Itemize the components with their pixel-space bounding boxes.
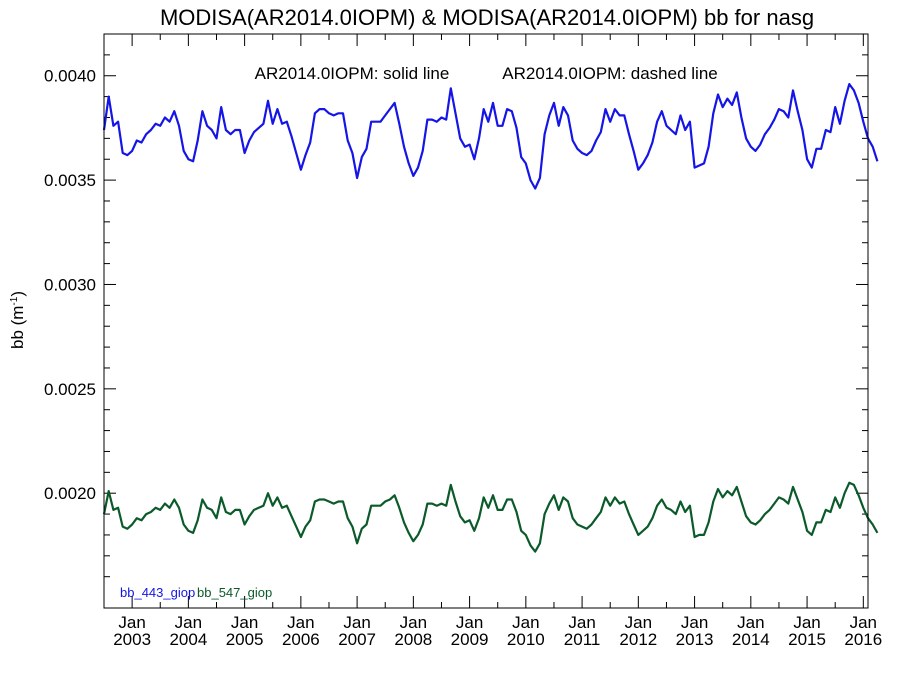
plot-frame — [103, 33, 869, 609]
axis-ticks: 0.00200.00250.00300.00350.0040Jan2003Jan… — [44, 34, 882, 649]
y-tick-label: 0.0030 — [44, 275, 96, 294]
x-tick-label-month: Jan — [512, 613, 539, 632]
y-axis-label-text: bb (m — [8, 306, 27, 349]
x-tick-label-month: Jan — [850, 613, 877, 632]
y-tick-label: 0.0020 — [44, 484, 96, 503]
x-tick-label-month: Jan — [118, 613, 145, 632]
y-tick-label: 0.0025 — [44, 380, 96, 399]
x-tick-label-month: Jan — [343, 613, 370, 632]
x-tick-label-year: 2007 — [338, 630, 376, 649]
x-tick-label-month: Jan — [400, 613, 427, 632]
x-tick-label-year: 2009 — [451, 630, 489, 649]
y-tick-label: 0.0040 — [44, 67, 96, 86]
y-axis-label-close: ) — [8, 291, 27, 297]
x-tick-label-year: 2012 — [619, 630, 657, 649]
x-tick-label-year: 2016 — [844, 630, 882, 649]
legend-label-bb-443: bb_443_giop — [120, 585, 195, 600]
chart-title: MODISA(AR2014.0IOPM) & MODISA(AR2014.0IO… — [160, 5, 814, 30]
annotation-solid-line: AR2014.0IOPM: solid line — [255, 64, 450, 83]
x-tick-label-month: Jan — [737, 613, 764, 632]
x-tick-label-month: Jan — [793, 613, 820, 632]
series-line-bb-547-giop — [102, 481, 879, 553]
x-tick-label-month: Jan — [231, 613, 258, 632]
x-tick-label-year: 2010 — [507, 630, 545, 649]
x-tick-label-month: Jan — [625, 613, 652, 632]
legend-label-bb-547: bb_547_giop — [197, 585, 272, 600]
x-tick-label-month: Jan — [568, 613, 595, 632]
x-tick-label-year: 2011 — [564, 630, 601, 649]
series-lines — [102, 82, 879, 553]
x-tick-label-year: 2014 — [732, 630, 770, 649]
x-tick-label-month: Jan — [681, 613, 708, 632]
x-tick-label-year: 2015 — [788, 630, 826, 649]
x-tick-label-year: 2005 — [226, 630, 264, 649]
x-tick-label-year: 2004 — [169, 630, 207, 649]
y-axis-label: bb (m-1) — [8, 291, 27, 349]
annotation-dashed-line: AR2014.0IOPM: dashed line — [502, 64, 717, 83]
x-tick-label-year: 2013 — [676, 630, 714, 649]
y-axis-label-superscript: -1 — [9, 296, 20, 305]
series-line-bb-443-giop — [102, 82, 879, 190]
y-tick-label: 0.0035 — [44, 171, 96, 190]
x-tick-label-month: Jan — [456, 613, 483, 632]
x-tick-label-year: 2006 — [282, 630, 320, 649]
x-tick-label-month: Jan — [175, 613, 202, 632]
x-tick-label-year: 2008 — [394, 630, 432, 649]
x-tick-label-year: 2003 — [113, 630, 151, 649]
x-tick-label-month: Jan — [287, 613, 314, 632]
